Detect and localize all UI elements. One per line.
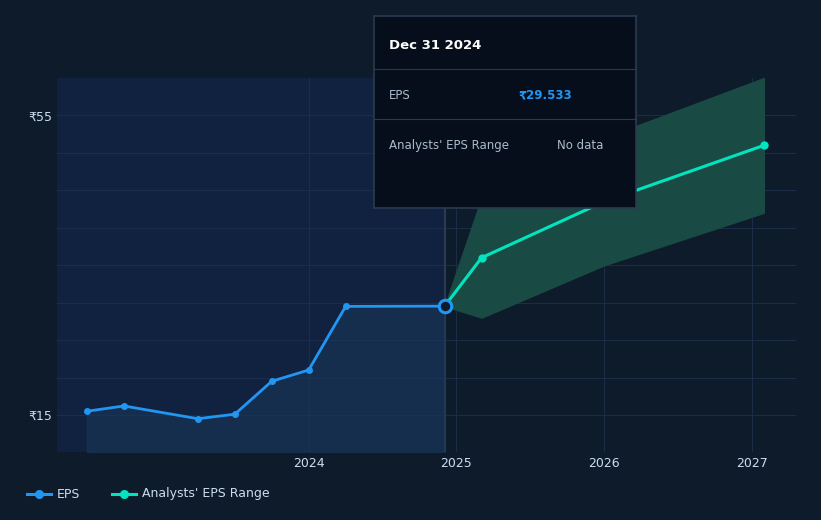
Text: EPS: EPS	[389, 89, 411, 102]
Text: Actual: Actual	[401, 91, 438, 104]
Text: Dec 31 2024: Dec 31 2024	[389, 38, 482, 51]
Bar	[445, 78, 796, 452]
Text: Analysts Forecasts: Analysts Forecasts	[451, 91, 561, 104]
Text: Analysts' EPS Range: Analysts' EPS Range	[389, 139, 509, 152]
Bar	[57, 78, 445, 452]
Text: ₹29.533: ₹29.533	[518, 89, 571, 102]
Text: EPS: EPS	[57, 488, 80, 500]
Text: Analysts' EPS Range: Analysts' EPS Range	[142, 488, 269, 500]
Text: No data: No data	[557, 139, 603, 152]
